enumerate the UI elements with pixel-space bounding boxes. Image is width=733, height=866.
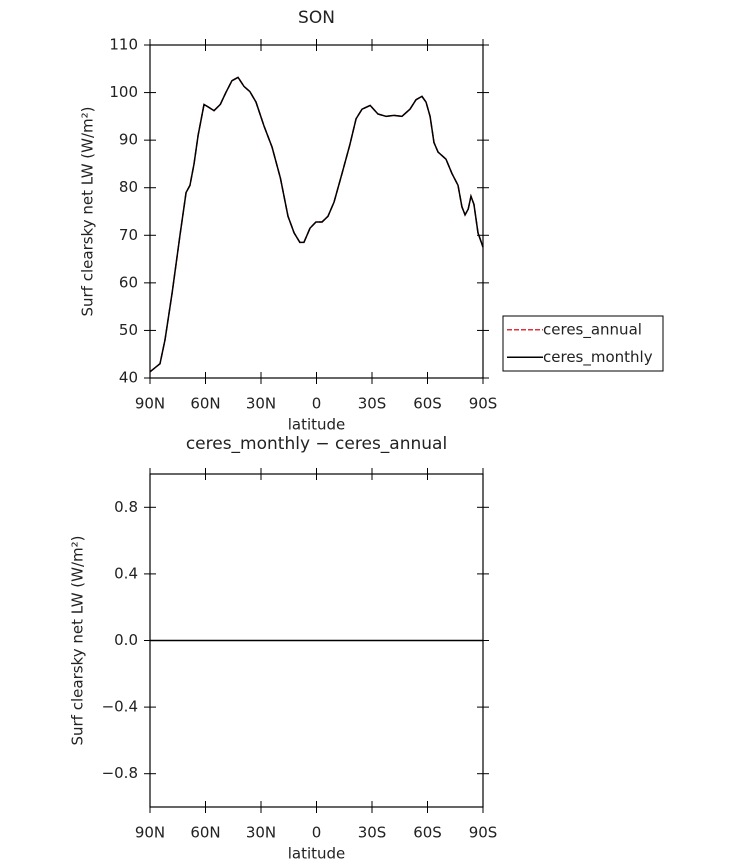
y-tick-label: 0.0 <box>114 631 138 649</box>
y-tick-label: −0.4 <box>102 698 138 716</box>
chart-title: SON <box>298 8 335 28</box>
y-tick-label: 110 <box>109 36 138 54</box>
plot-frame <box>149 473 484 808</box>
x-tick-label: 60S <box>413 824 442 842</box>
x-tick-label: 60N <box>190 395 220 413</box>
series-line <box>149 76 484 373</box>
x-tick-label: 60N <box>190 824 220 842</box>
y-tick-label: 60 <box>119 273 138 291</box>
x-axis-label: latitude <box>288 416 346 434</box>
legend-box <box>502 315 664 372</box>
x-tick-label: 0 <box>312 395 322 413</box>
x-tick-label: 90S <box>469 395 498 413</box>
series-line <box>149 76 484 373</box>
x-tick-label: 30S <box>358 395 387 413</box>
legend-label: ceres_annual <box>543 320 642 339</box>
y-tick-label: 100 <box>109 83 138 101</box>
y-axis-label: Surf clearsky net LW (W/m²) <box>79 106 97 316</box>
legend-label: ceres_monthly <box>543 348 653 367</box>
x-tick-label: 90N <box>135 824 165 842</box>
y-tick-label: 0.4 <box>114 564 138 582</box>
y-tick-label: −0.8 <box>102 764 138 782</box>
y-tick-label: 70 <box>119 226 138 244</box>
y-tick-label: 40 <box>119 369 138 387</box>
y-tick-label: 50 <box>119 321 138 339</box>
chart-title: ceres_monthly − ceres_annual <box>186 434 447 454</box>
plot-frame <box>149 44 484 379</box>
x-tick-label: 90S <box>469 824 498 842</box>
y-axis-label: Surf clearsky net LW (W/m²) <box>69 535 87 745</box>
y-tick-label: 80 <box>119 178 138 196</box>
x-tick-label: 60S <box>413 395 442 413</box>
x-tick-label: 30S <box>358 824 387 842</box>
y-tick-label: 0.8 <box>114 498 138 516</box>
x-axis-label: latitude <box>288 845 346 863</box>
x-tick-label: 30N <box>246 395 276 413</box>
x-tick-label: 90N <box>135 395 165 413</box>
y-tick-label: 90 <box>119 131 138 149</box>
x-tick-label: 30N <box>246 824 276 842</box>
x-tick-label: 0 <box>312 824 322 842</box>
